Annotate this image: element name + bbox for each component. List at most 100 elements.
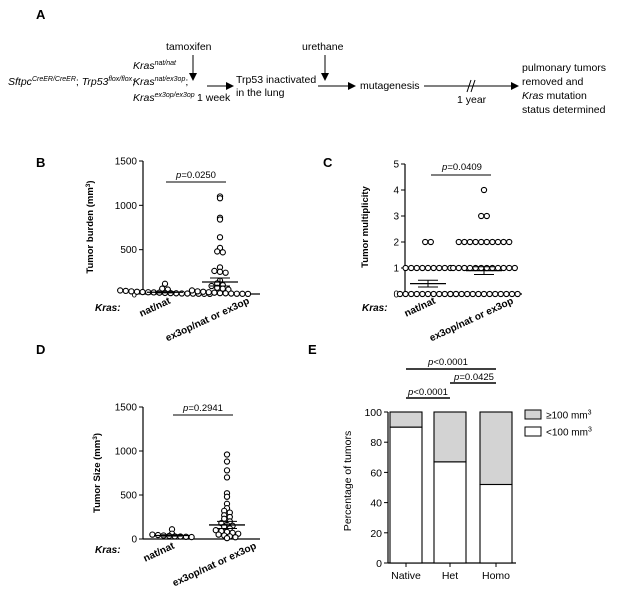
step-trp53-line1: Trp53 inactivated xyxy=(236,74,316,86)
bar-segment-e xyxy=(479,411,513,486)
y-tick-label-b: 1000 xyxy=(115,201,138,212)
data-point-c xyxy=(430,290,437,298)
marks-b xyxy=(117,193,252,298)
data-point-c xyxy=(494,264,502,272)
category-label-d: ex3op/nat or ex3op xyxy=(171,541,258,589)
marks-e xyxy=(389,411,513,564)
genotype-sep2: ; xyxy=(132,76,135,88)
data-point-c xyxy=(466,238,474,246)
kras-label-c: Kras: xyxy=(362,303,388,314)
kras-3-sup: ex3op/ex3op xyxy=(155,92,195,99)
y-tick-label-d: 1500 xyxy=(115,403,138,414)
outcome-line1: pulmonary tumors xyxy=(522,62,606,74)
kras-label-d: Kras: xyxy=(95,545,121,556)
data-point-b xyxy=(233,290,240,297)
data-point-c xyxy=(408,264,415,272)
brackets-e: p<0.0001 p=0.0425 p<0.0001 xyxy=(406,357,496,399)
data-point-c xyxy=(506,238,513,246)
panel-label-b: B xyxy=(36,155,45,170)
outcome-mutation: mutation xyxy=(544,90,587,102)
data-point-b xyxy=(161,280,169,287)
pvalue-c: p=0.0409 xyxy=(441,162,482,173)
data-point-c xyxy=(413,290,420,298)
pvalue-b: p=0.0250 xyxy=(175,170,216,181)
bar-segment-e xyxy=(433,411,467,463)
data-point-c xyxy=(492,290,499,298)
step-urethane: urethane xyxy=(302,41,344,53)
outcome-line4: status determined xyxy=(522,104,606,116)
kras-2-sup: nat/ex3op xyxy=(155,76,186,83)
y-tick-label-c: 4 xyxy=(393,186,399,197)
data-point-c xyxy=(472,264,479,272)
data-point-b xyxy=(222,290,229,297)
time-break-1 xyxy=(466,79,472,93)
data-point-d xyxy=(223,451,231,458)
genotype-sftpc: Sftpc xyxy=(8,76,33,88)
y-tick-label-e: 20 xyxy=(370,528,382,540)
legend-label-e: ≥100 mm3 xyxy=(546,410,592,422)
step-mutagenesis: mutagenesis xyxy=(360,80,420,92)
y-tick-label-d: 1000 xyxy=(115,447,138,458)
category-label-b: ex3op/nat or ex3op xyxy=(164,296,251,344)
y-tick-label-c: 3 xyxy=(393,212,399,223)
panel-c: C Tumor multiplicity 0 1 2 3 4 5 nat/natex3op/… xyxy=(323,155,522,344)
outcome-kras: Kras xyxy=(522,90,544,102)
data-point-b xyxy=(200,288,207,295)
data-point-c xyxy=(478,212,485,220)
data-point-d xyxy=(223,534,231,542)
data-point-c xyxy=(508,290,516,298)
comparison-pvalue-e: p=0.0425 xyxy=(453,372,494,383)
legend-swatch-e xyxy=(524,426,542,437)
data-point-d xyxy=(149,531,156,538)
data-point-c xyxy=(466,264,474,272)
data-point-c xyxy=(455,264,462,272)
data-point-d xyxy=(223,474,231,481)
bar-segment-e xyxy=(389,411,423,428)
step-year: 1 year xyxy=(457,94,487,106)
data-point-c xyxy=(461,238,468,246)
data-point-d xyxy=(223,458,231,465)
data-point-c xyxy=(500,238,507,246)
y-tick-label-b: 500 xyxy=(120,245,137,256)
data-point-c xyxy=(447,290,454,298)
data-point-c xyxy=(419,264,426,272)
data-point-c xyxy=(483,264,490,272)
category-label-e: Homo xyxy=(482,570,510,582)
data-point-c xyxy=(469,290,476,298)
comparison-pvalue-e: p<0.0001 xyxy=(407,387,448,398)
genotype-trp53: Trp53 xyxy=(82,76,109,88)
data-point-c xyxy=(503,290,510,298)
data-point-c xyxy=(413,264,420,272)
legend-swatch-e xyxy=(524,409,542,420)
y-tick-label-c: 5 xyxy=(393,160,399,171)
time-break-2 xyxy=(470,79,476,93)
axis-e: 0 20 40 60 80 100 Native Het Homo xyxy=(364,407,516,582)
data-point-c xyxy=(480,290,488,298)
data-point-c xyxy=(500,264,507,272)
data-point-c xyxy=(472,238,479,246)
data-point-c xyxy=(478,238,485,246)
genotype-kras-1: Krasnat/nat xyxy=(133,60,177,72)
category-label-b: nat/nat xyxy=(138,295,173,319)
data-point-c xyxy=(506,264,513,272)
kras-1-base: Kras xyxy=(133,60,155,72)
data-point-c xyxy=(483,212,490,220)
data-point-d xyxy=(188,533,195,541)
data-point-c xyxy=(497,290,504,298)
genotype-sftpc-trp53: SftpcCreER/CreER; Trp53flox/flox; xyxy=(8,76,135,88)
data-point-c xyxy=(511,264,518,272)
outcome-line3: Kras mutation xyxy=(522,90,587,102)
data-point-c xyxy=(402,264,409,272)
data-point-b xyxy=(188,287,196,294)
step-tamoxifen: tamoxifen xyxy=(166,41,212,53)
data-point-c xyxy=(489,238,496,246)
data-point-b xyxy=(211,267,218,275)
bar-segment-e xyxy=(389,426,423,564)
y-tick-label-c: 2 xyxy=(393,238,399,249)
panel-label-e: E xyxy=(308,342,317,357)
data-point-c xyxy=(436,290,443,298)
panel-d: D Tumor Size (mm3) 0 500 1000 1500 nat/natex… xyxy=(36,342,260,589)
step-week: 1 week xyxy=(197,92,231,104)
